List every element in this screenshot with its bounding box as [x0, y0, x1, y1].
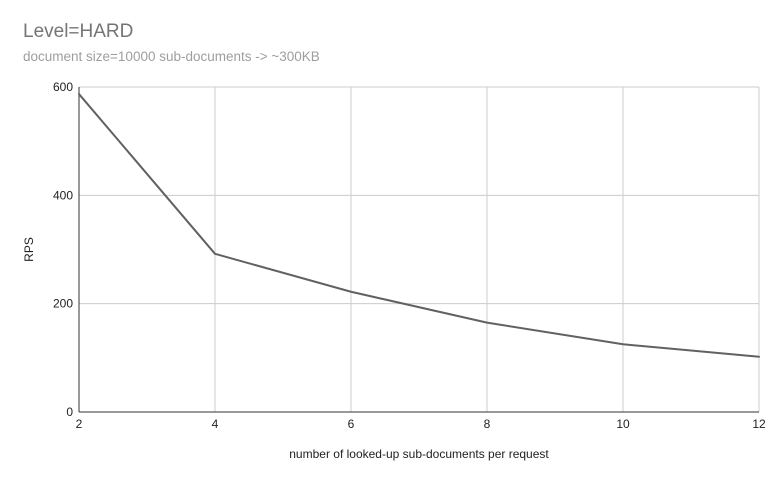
- grid-lines: [79, 86, 760, 412]
- y-tick-label: 200: [53, 297, 73, 311]
- axes: [78, 87, 759, 413]
- x-tick-label: 4: [212, 417, 219, 431]
- x-tick-label: 2: [76, 417, 83, 431]
- x-tick-label: 8: [484, 417, 491, 431]
- tick-labels: 0 200 400 600 2 4 6 8 10 12: [53, 80, 766, 431]
- chart-subtitle: document size=10000 sub-documents -> ~30…: [23, 49, 320, 64]
- series-layer: [78, 93, 760, 358]
- chart-title: Level=HARD: [23, 21, 134, 42]
- x-axis-title: number of looked-up sub-documents per re…: [289, 447, 549, 461]
- x-tick-label: 10: [616, 417, 630, 431]
- y-axis-title: RPS: [22, 237, 36, 262]
- y-tick-label: 400: [53, 188, 73, 202]
- series-line: [78, 93, 760, 358]
- y-tick-label: 0: [66, 405, 73, 419]
- x-tick-label: 6: [348, 417, 355, 431]
- y-tick-label: 600: [53, 80, 73, 94]
- x-tick-label: 12: [752, 417, 766, 431]
